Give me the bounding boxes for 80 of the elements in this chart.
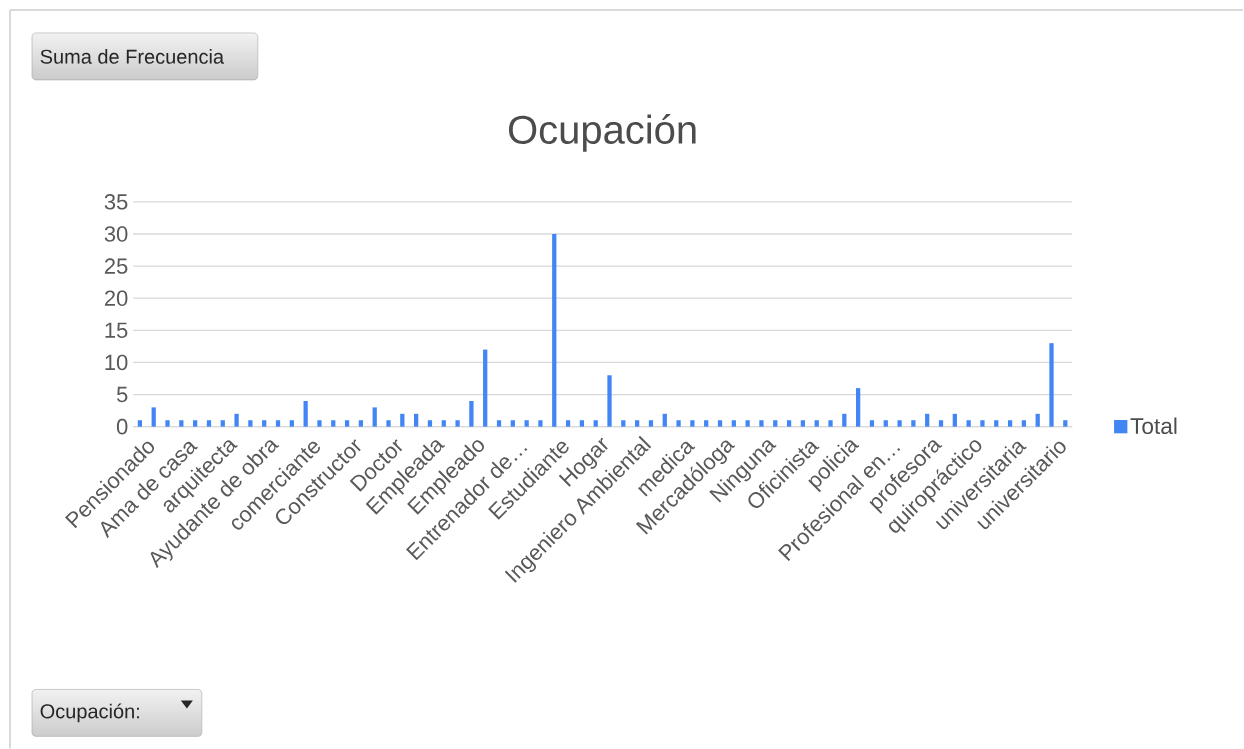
bar xyxy=(690,420,695,427)
bar xyxy=(704,420,709,427)
bar xyxy=(648,420,654,427)
bar xyxy=(1021,420,1027,427)
bar xyxy=(344,420,350,427)
bar xyxy=(731,420,736,427)
y-tick-label: 35 xyxy=(104,193,128,210)
bar xyxy=(386,420,391,427)
bar xyxy=(303,400,308,427)
chart-title: Ocupación xyxy=(508,113,696,152)
bar xyxy=(400,413,405,427)
bar xyxy=(676,420,681,427)
bar xyxy=(220,420,225,427)
bar xyxy=(621,420,626,427)
bar xyxy=(317,420,322,427)
bar xyxy=(607,375,612,427)
bar xyxy=(206,420,212,427)
bar xyxy=(593,420,598,427)
bar xyxy=(262,420,267,427)
y-tick-label: 0 xyxy=(116,418,128,435)
bar xyxy=(966,420,971,427)
y-tick-label: 25 xyxy=(104,258,128,274)
bar xyxy=(455,420,460,427)
legend-label: Total xyxy=(1130,417,1177,434)
bar xyxy=(441,420,446,427)
bar xyxy=(883,420,888,427)
text: Suma de Frecuencia xyxy=(40,48,225,64)
bar xyxy=(952,413,957,427)
bar xyxy=(911,420,916,427)
bar xyxy=(842,413,847,427)
bar xyxy=(1035,413,1040,427)
bar xyxy=(1049,342,1054,427)
bar xyxy=(717,420,723,427)
bar xyxy=(414,413,419,427)
bar xyxy=(552,233,557,427)
bar xyxy=(759,420,764,427)
bar xyxy=(773,420,778,427)
bar xyxy=(372,407,377,427)
bar xyxy=(151,407,156,427)
bar xyxy=(828,420,833,427)
bar xyxy=(524,420,529,427)
bar xyxy=(538,420,543,427)
bar xyxy=(745,420,750,427)
bar xyxy=(165,420,170,427)
text: Ocupación: xyxy=(40,703,139,723)
bar xyxy=(814,420,819,427)
bar xyxy=(856,387,861,427)
y-tick-label: 5 xyxy=(116,386,128,403)
bar xyxy=(289,420,294,427)
bar xyxy=(786,420,792,427)
bar xyxy=(179,420,184,427)
bar xyxy=(358,420,364,427)
bar xyxy=(565,420,571,427)
bar xyxy=(1063,420,1068,427)
bar xyxy=(496,420,502,427)
y-tick-label: 30 xyxy=(104,225,128,242)
bar xyxy=(193,420,198,427)
y-tick-label: 10 xyxy=(105,354,128,371)
bar xyxy=(234,413,239,427)
y-tick-label: 20 xyxy=(104,290,128,306)
bar xyxy=(869,420,875,427)
bar xyxy=(331,420,336,427)
bar xyxy=(635,420,640,427)
bar xyxy=(662,413,667,427)
bar xyxy=(579,420,585,427)
bar xyxy=(248,420,253,427)
bar xyxy=(275,420,281,427)
bar xyxy=(469,400,474,427)
bar xyxy=(994,420,999,427)
bar xyxy=(510,420,515,427)
bar xyxy=(137,420,143,427)
bar xyxy=(980,420,985,427)
bar xyxy=(1007,420,1013,427)
bar xyxy=(427,420,433,427)
bar xyxy=(800,420,806,427)
bar xyxy=(925,413,930,427)
bar xyxy=(938,420,944,427)
y-tick-label: 15 xyxy=(105,322,128,338)
bar xyxy=(483,349,488,427)
bar xyxy=(897,420,902,427)
